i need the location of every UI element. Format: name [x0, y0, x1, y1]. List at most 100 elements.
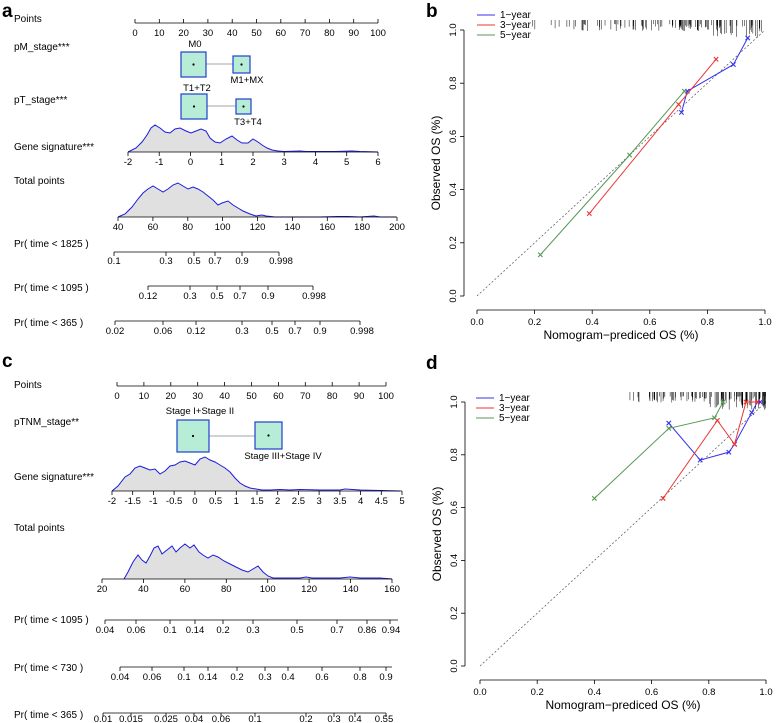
- c-pr1095-tick: 0.06: [127, 625, 146, 636]
- c-gene-tick: 1.5: [250, 496, 263, 507]
- y-tick-label: 0.8: [449, 448, 460, 461]
- series-point: [681, 88, 687, 94]
- a-pr1095-tick: 0.7: [233, 291, 246, 302]
- reference-diagonal: [476, 29, 766, 297]
- c-pr1095-ticks: 0.04 0.06 0.1 0.14 0.2 0.3 0.5 0.7 0.86 …: [96, 625, 401, 636]
- a-pr1095-tick: 0.9: [261, 291, 274, 302]
- c-pr365-label: Pr( time < 365 ): [14, 710, 83, 721]
- c-pr730-tick: 0.6: [315, 672, 328, 683]
- c-total-tick: 100: [260, 584, 276, 595]
- x-tick-label: 0.8: [702, 687, 715, 698]
- c-pr730-tick: 0.2: [230, 672, 243, 683]
- series-line: [539, 90, 685, 256]
- c-pr1095-tick: 0.04: [96, 625, 115, 636]
- panel-b-letter: b: [426, 1, 438, 22]
- x-tick-label: 0.8: [701, 317, 714, 328]
- a-gene-tick: -2: [124, 157, 132, 168]
- c-pr365-tick: 0.015: [119, 714, 143, 723]
- series-point: [743, 399, 749, 405]
- c-points-tick: 20: [166, 391, 177, 402]
- a-pr365-tick: 0.3: [235, 326, 248, 337]
- c-ptnm-boxes: Stage I+Stage II Stage III+Stage IV: [166, 406, 323, 462]
- c-pr365-ticks: 0.01 0.015 0.025 0.04 0.06 0.1 0.2 0.3 0…: [94, 714, 394, 723]
- c-total-tick: 60: [180, 584, 191, 595]
- x-axis-label: Nomogram−prediced OS (%): [545, 698, 700, 712]
- y-tick-label: 1.0: [449, 395, 460, 408]
- x-tick-label: 0.6: [643, 317, 656, 328]
- series-point: [697, 457, 703, 463]
- series-line: [680, 37, 749, 113]
- c-total-tick: 40: [138, 584, 149, 595]
- a-pr365-tick: 0.12: [187, 326, 206, 337]
- c-pr730-tick: 0.04: [111, 672, 130, 683]
- x-tick-label: 0.2: [528, 317, 541, 328]
- series-point: [713, 56, 719, 62]
- c-total-tick: 20: [97, 584, 108, 595]
- legend-label: 3−year: [500, 20, 532, 31]
- c-pr730-tick: 0.4: [281, 672, 294, 683]
- c-gene-tick: 0: [192, 496, 197, 507]
- c-gene-tick: 3: [316, 496, 321, 507]
- series-line: [668, 401, 761, 461]
- a-gene-tick: 2: [250, 157, 255, 168]
- c-total-label: Total points: [14, 523, 65, 534]
- c-gene-tick: 2.5: [292, 496, 305, 507]
- a-pr1825-tick: 0.3: [159, 256, 172, 267]
- series-point: [745, 35, 751, 41]
- series-point: [666, 425, 672, 431]
- a-gene-ticks: -2 -1 0 1 2 3 4 5 6: [124, 157, 381, 168]
- a-pr365-axis: [114, 320, 361, 325]
- a-points-tick: 90: [348, 28, 359, 39]
- a-pr365-label: Pr( time < 365 ): [14, 318, 83, 329]
- series-point: [666, 420, 672, 426]
- x-tick-label: 0.4: [586, 317, 599, 328]
- a-pr365-tick: 0.998: [350, 326, 374, 337]
- x-axis-label: Nomogram−prediced OS (%): [543, 328, 698, 342]
- a-pm-m0-label: M0: [188, 39, 201, 50]
- a-pr1095-label: Pr( time < 1095 ): [14, 283, 89, 294]
- c-pr1095-tick: 0.3: [246, 625, 259, 636]
- c-pr365-tick: 0.55: [375, 714, 394, 723]
- series-line: [588, 58, 717, 214]
- c-gene-tick: 2: [275, 496, 280, 507]
- c-points-ticks: 0 10 20 30 40 50 60 70 80 90 100: [114, 391, 394, 402]
- a-pr1095-tick: 0.12: [139, 291, 158, 302]
- a-pr1095-ticks: 0.12 0.3 0.5 0.7 0.9 0.998: [139, 291, 326, 302]
- a-points-tick: 30: [203, 28, 214, 39]
- legend-label: 3−year: [499, 403, 531, 414]
- y-tick-label: 0.6: [448, 130, 459, 143]
- y-tick-label: 1.0: [448, 23, 459, 36]
- c-total-tick: 120: [301, 584, 317, 595]
- a-gene-tick: -1: [155, 157, 163, 168]
- legend-label: 1−year: [499, 393, 531, 404]
- a-gene-density: [127, 124, 379, 153]
- c-total-tick: 160: [384, 584, 400, 595]
- c-pr1095-tick: 0.7: [330, 625, 343, 636]
- a-pr365-tick: 0.7: [288, 326, 301, 337]
- a-points-tick: 10: [154, 28, 165, 39]
- c-gene-tick: 4.5: [375, 496, 388, 507]
- c-pr1095-tick: 0.2: [216, 625, 229, 636]
- c-points-tick: 0: [114, 391, 119, 402]
- a-pt-label: pT_stage***: [14, 95, 67, 106]
- x-tick-label: 0.0: [473, 687, 486, 698]
- c-ptnm-late-label: Stage III+Stage IV: [244, 451, 322, 462]
- c-pr730-tick: 0.8: [353, 672, 366, 683]
- a-pr1825-ticks: 0.1 0.3 0.5 0.7 0.9 0.998: [107, 256, 293, 267]
- a-total-density: [117, 182, 396, 218]
- c-gene-tick: -1.5: [125, 496, 141, 507]
- a-pr1825-tick: 0.7: [208, 256, 221, 267]
- a-gene-tick: 3: [282, 157, 287, 168]
- c-pr365-tick: 0.01: [94, 714, 113, 723]
- x-tick-label: 0.4: [588, 687, 601, 698]
- y-tick-label: 0.2: [449, 607, 460, 620]
- c-pr365-tick: 0.04: [185, 714, 204, 723]
- c-pr730-tick: 0.1: [177, 672, 190, 683]
- c-pr1095-tick: 0.5: [290, 625, 303, 636]
- a-pr365-ticks: 0.02 0.06 0.12 0.3 0.5 0.7 0.9 0.998: [106, 326, 374, 337]
- a-total-tick: 100: [215, 222, 231, 233]
- a-total-tick: 200: [389, 222, 405, 233]
- panel-a-row-labels: Points pM_stage*** pT_stage*** Gene sign…: [14, 14, 94, 329]
- reference-diagonal: [479, 401, 767, 667]
